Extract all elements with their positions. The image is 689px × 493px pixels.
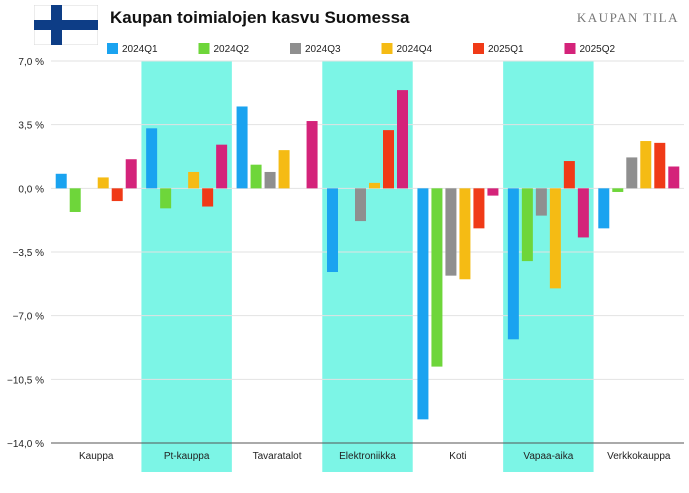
y-tick-label: 0,0 % <box>18 184 44 195</box>
bar <box>654 142 666 189</box>
x-tick-label: Elektroniikka <box>339 451 396 462</box>
bar <box>626 157 638 189</box>
bar <box>369 182 380 189</box>
x-tick-label: Kauppa <box>79 451 114 462</box>
bar <box>549 188 561 289</box>
x-tick-label: Pt-kauppa <box>164 451 210 462</box>
bar <box>431 188 443 367</box>
bar <box>355 188 366 222</box>
bar <box>612 188 624 192</box>
bar <box>507 188 519 340</box>
bar <box>125 159 137 189</box>
y-tick-label: −7,0 % <box>13 312 45 323</box>
legend-swatch <box>473 43 484 54</box>
legend-swatch <box>290 43 301 54</box>
legend-swatch <box>564 43 576 54</box>
bar <box>160 188 172 209</box>
bar <box>188 171 200 189</box>
legend-label: 2024Q2 <box>214 44 250 55</box>
bar <box>236 106 248 189</box>
bar <box>202 188 214 207</box>
bar <box>521 188 533 262</box>
bar <box>306 121 318 189</box>
x-tick-label: Koti <box>449 451 466 462</box>
bar <box>264 171 276 189</box>
finland-flag-icon <box>33 4 99 50</box>
y-tick-label: −14,0 % <box>7 439 44 450</box>
bar <box>598 188 610 229</box>
legend-label: 2024Q3 <box>305 44 341 55</box>
x-tick-label: Verkkokauppa <box>607 451 671 462</box>
bar <box>473 188 485 229</box>
bar <box>278 150 290 189</box>
bar <box>383 130 394 189</box>
bar <box>417 188 429 420</box>
legend-label: 2025Q1 <box>488 44 524 55</box>
bar <box>535 188 547 216</box>
bar <box>216 144 228 189</box>
y-tick-label: −3,5 % <box>13 248 45 259</box>
y-tick-label: −10,5 % <box>7 375 44 386</box>
x-axis-ticks: Kauppa Pt-kauppa Tavaratalot Elektroniikka K… <box>79 451 671 462</box>
bar <box>445 188 457 276</box>
bar <box>577 188 589 238</box>
bar <box>250 164 262 189</box>
bar <box>563 161 575 189</box>
bar <box>327 188 338 273</box>
brand-logo: KAUPAN TILA <box>576 10 679 25</box>
bar <box>640 141 652 189</box>
legend-label: 2025Q2 <box>580 44 616 55</box>
bar <box>397 90 408 189</box>
highlight-bands <box>141 61 594 472</box>
bar <box>55 173 67 189</box>
bar <box>459 188 471 280</box>
legend-label: 2024Q1 <box>122 44 158 55</box>
bar <box>97 177 109 189</box>
bars <box>55 90 680 420</box>
bar <box>111 188 123 202</box>
legend-swatch <box>107 43 118 54</box>
bar <box>146 128 158 189</box>
chart-title: Kaupan toimialojen kasvu Suomessa <box>110 8 410 27</box>
legend-swatch <box>198 43 210 54</box>
y-tick-label: 7,0 % <box>18 57 44 68</box>
x-tick-label: Vapaa-aika <box>523 451 573 462</box>
legend-swatch <box>381 43 393 54</box>
bar <box>69 188 81 212</box>
x-tick-label: Tavaratalot <box>253 451 302 462</box>
y-tick-label: 3,5 % <box>18 121 44 132</box>
legend: 2024Q1 2024Q2 2024Q3 2024Q4 2025Q1 2025Q2 <box>107 43 616 55</box>
highlight-band <box>141 61 232 472</box>
legend-label: 2024Q4 <box>397 44 433 55</box>
bar <box>487 188 499 196</box>
bar <box>668 166 680 189</box>
y-axis-ticks: 7,0 % 3,5 % 0,0 % −3,5 % −7,0 % −10,5 % −14,0 … <box>7 57 44 450</box>
